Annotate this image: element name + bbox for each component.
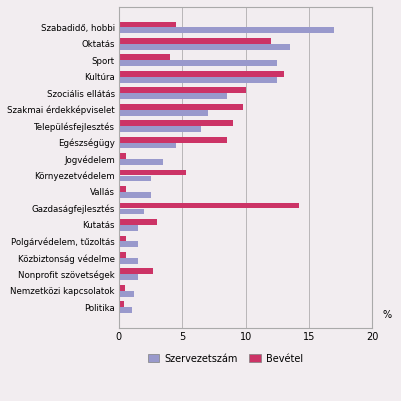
Bar	[119, 120, 233, 126]
Bar	[119, 241, 138, 247]
Bar	[119, 61, 277, 66]
Bar	[119, 176, 150, 181]
Bar	[119, 44, 290, 50]
Bar	[119, 235, 126, 241]
Legend: Szervezetszám, Bevétel: Szervezetszám, Bevétel	[144, 350, 307, 368]
Bar	[119, 252, 126, 258]
Bar	[119, 55, 170, 60]
Bar	[119, 153, 126, 159]
Bar	[119, 93, 227, 99]
Bar	[119, 110, 208, 115]
Bar	[119, 104, 243, 109]
Bar	[119, 27, 334, 33]
Bar	[119, 302, 124, 307]
Text: %: %	[383, 310, 392, 320]
Bar	[119, 137, 227, 142]
Bar	[119, 225, 138, 231]
Bar	[119, 77, 277, 83]
Bar	[119, 258, 138, 264]
Bar	[119, 307, 132, 313]
Bar	[119, 186, 126, 192]
Bar	[119, 170, 186, 175]
Bar	[119, 291, 134, 297]
Bar	[119, 219, 157, 225]
Bar	[119, 22, 176, 27]
Bar	[119, 285, 125, 291]
Bar	[119, 87, 246, 93]
Bar	[119, 192, 150, 198]
Bar	[119, 268, 153, 274]
Bar	[119, 274, 138, 280]
Bar	[119, 203, 299, 209]
Bar	[119, 38, 271, 44]
Bar	[119, 143, 176, 148]
Bar	[119, 71, 284, 77]
Bar	[119, 209, 144, 214]
Bar	[119, 159, 163, 165]
Bar	[119, 126, 201, 132]
